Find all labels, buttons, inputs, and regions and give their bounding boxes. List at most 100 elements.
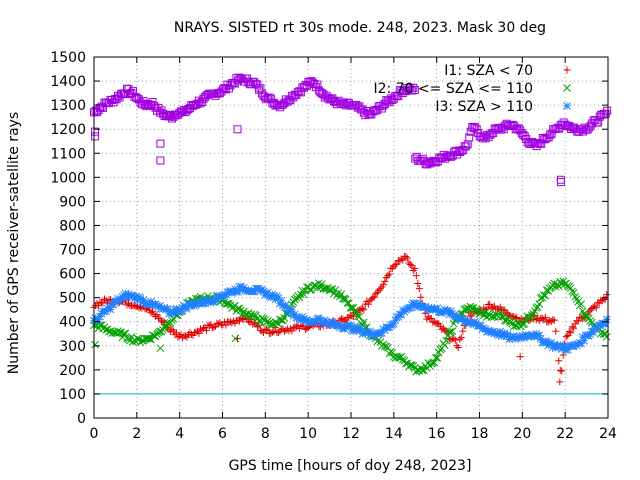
data-point xyxy=(201,299,209,308)
data-point xyxy=(312,318,320,327)
data-point xyxy=(186,302,194,310)
data-point xyxy=(165,309,173,318)
data-point xyxy=(597,296,605,304)
data-point xyxy=(550,316,558,324)
data-point xyxy=(589,116,598,125)
data-point xyxy=(288,305,296,314)
data-point xyxy=(517,129,526,138)
data-point xyxy=(166,319,175,327)
data-point xyxy=(538,314,546,322)
data-point xyxy=(307,77,316,86)
data-point xyxy=(145,300,154,309)
data-point xyxy=(349,304,358,312)
data-point xyxy=(349,327,358,335)
data-point xyxy=(386,321,395,330)
data-point xyxy=(438,325,446,333)
x-tick-label: 14 xyxy=(385,426,403,442)
legend-marker xyxy=(563,102,571,110)
data-point xyxy=(360,306,368,314)
data-point xyxy=(601,319,610,328)
data-point xyxy=(238,315,246,323)
y-tick-label: 800 xyxy=(59,218,86,234)
data-point xyxy=(551,344,560,352)
series-total xyxy=(90,73,612,187)
data-point xyxy=(237,282,245,291)
outlier-point xyxy=(516,353,524,361)
data-point xyxy=(251,80,260,89)
data-point xyxy=(313,80,322,89)
data-point xyxy=(436,308,445,317)
data-point xyxy=(480,132,489,141)
data-point xyxy=(445,310,454,319)
data-point xyxy=(345,321,353,330)
data-point xyxy=(379,281,387,289)
data-point xyxy=(352,100,361,109)
data-point xyxy=(450,334,458,342)
data-point xyxy=(600,295,608,303)
data-point xyxy=(456,335,464,343)
data-point xyxy=(369,294,377,302)
data-point xyxy=(433,319,441,327)
y-tick-label: 500 xyxy=(59,291,86,307)
data-point xyxy=(399,256,407,264)
data-point xyxy=(229,287,238,296)
outlier-point xyxy=(556,178,565,187)
legend-marker xyxy=(563,84,571,92)
data-point xyxy=(177,307,185,316)
data-point xyxy=(223,288,232,297)
data-point xyxy=(439,307,448,316)
data-point xyxy=(214,320,222,328)
data-point xyxy=(226,318,234,326)
data-point xyxy=(393,260,401,268)
data-point xyxy=(530,333,539,341)
data-point xyxy=(102,307,110,315)
data-point xyxy=(583,312,592,321)
data-point xyxy=(353,312,362,320)
data-point xyxy=(297,316,305,324)
data-point xyxy=(244,286,253,295)
data-point xyxy=(381,277,389,285)
x-tick-labels: 0 2 4 6 8 10 12 14 16 18 20 22 24 xyxy=(90,426,617,442)
x-tick-label: 2 xyxy=(132,426,141,442)
data-point xyxy=(577,300,586,308)
data-point xyxy=(328,318,337,326)
data-point xyxy=(120,329,128,338)
data-point xyxy=(364,300,372,308)
outlier-point xyxy=(91,340,99,349)
data-point xyxy=(351,322,359,331)
y-tick-label: 400 xyxy=(59,315,86,331)
data-point xyxy=(319,320,328,328)
data-point xyxy=(568,323,576,331)
data-point xyxy=(340,317,348,325)
y-tick-label: 100 xyxy=(59,387,86,403)
data-point xyxy=(411,264,419,272)
data-point xyxy=(157,317,165,325)
legend-marker-i3 xyxy=(563,102,571,110)
x-tick-label: 10 xyxy=(299,426,317,442)
data-point xyxy=(394,312,403,321)
data-point xyxy=(490,302,498,310)
data-point xyxy=(433,304,442,313)
data-point xyxy=(130,295,139,303)
data-point xyxy=(590,324,599,332)
legend-marker-i2 xyxy=(563,84,571,92)
data-point xyxy=(97,309,106,318)
data-point xyxy=(321,284,329,293)
x-tick-label: 0 xyxy=(90,426,99,442)
data-point xyxy=(403,254,411,262)
y-axis-label: Number of GPS receiver-satellite rays xyxy=(6,112,22,374)
data-point xyxy=(516,126,525,135)
data-point xyxy=(406,303,415,312)
data-point xyxy=(153,311,161,319)
data-point xyxy=(267,293,275,302)
axis-ticks xyxy=(93,56,609,419)
data-point xyxy=(414,280,422,288)
data-point xyxy=(124,300,132,308)
y-tick-label: 300 xyxy=(59,339,86,355)
data-point xyxy=(415,299,424,308)
data-point xyxy=(282,301,290,309)
data-point xyxy=(391,261,399,269)
data-point xyxy=(388,348,397,357)
